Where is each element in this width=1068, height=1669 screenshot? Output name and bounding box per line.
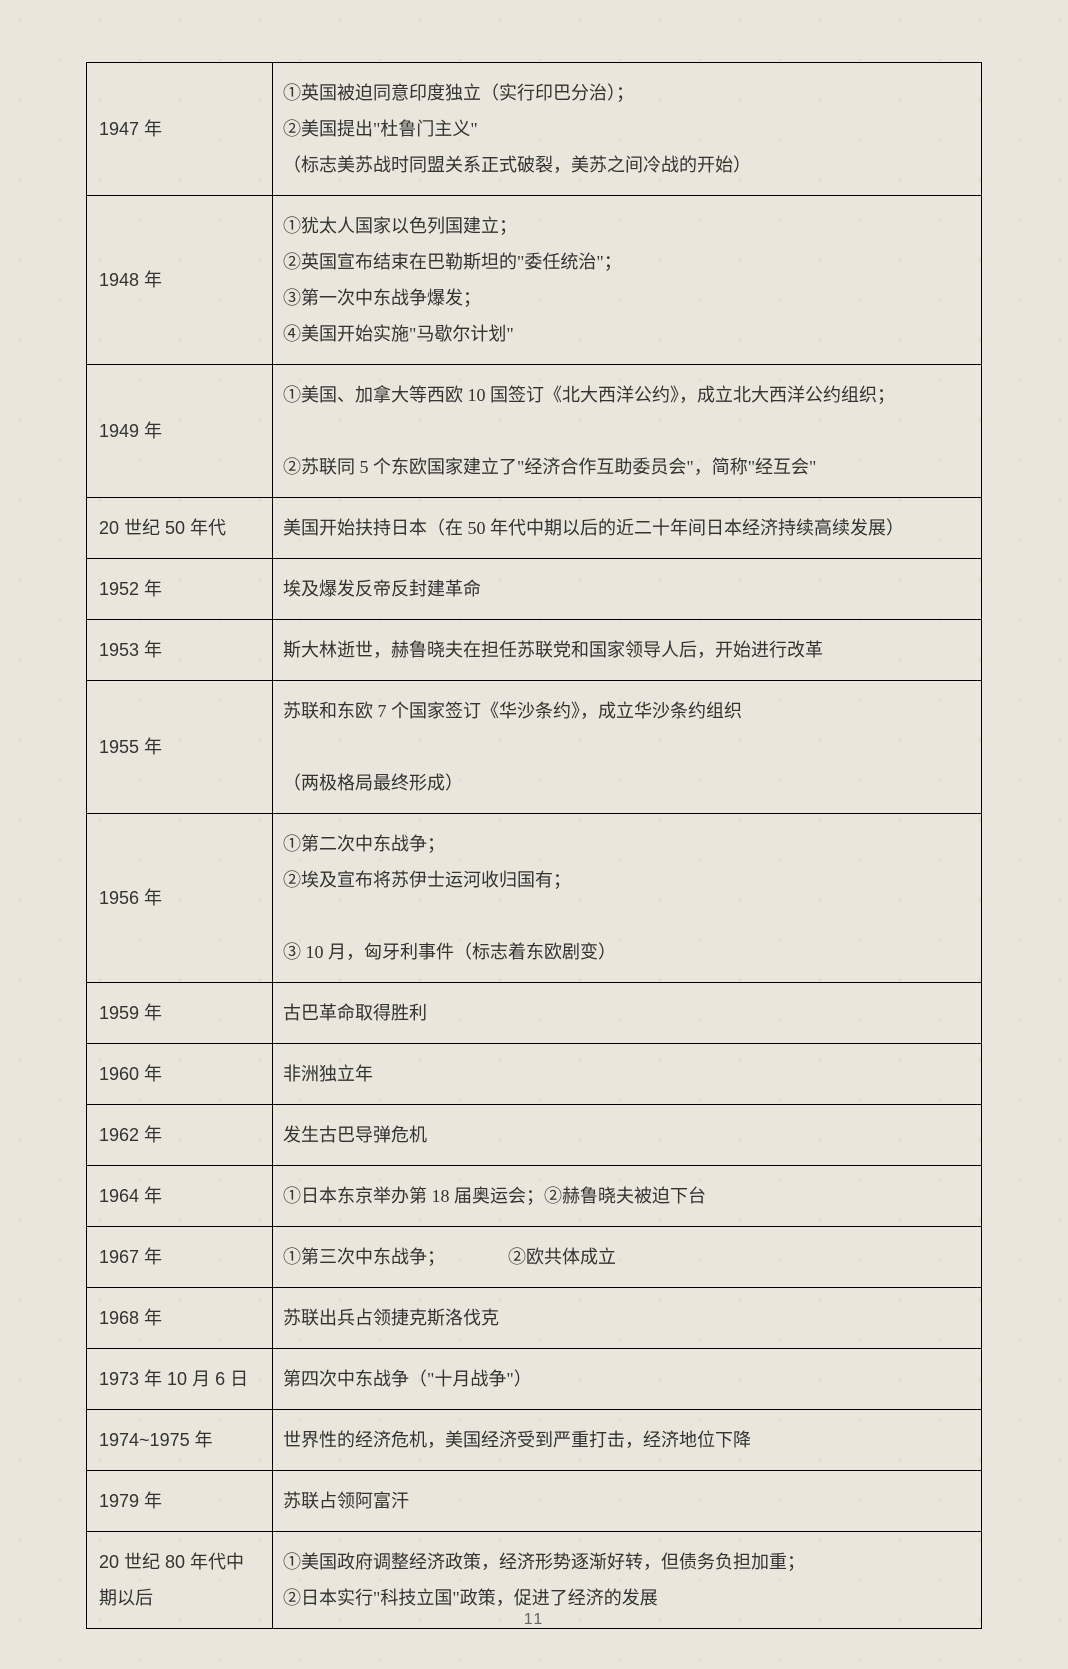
event-cell: 苏联出兵占领捷克斯洛伐克 [273, 1288, 982, 1349]
event-cell: 美国开始扶持日本（在 50 年代中期以后的近二十年间日本经济持续高续发展） [273, 498, 982, 559]
table-row: 1948 年①犹太人国家以色列国建立；②英国宣布结束在巴勒斯坦的"委任统治"；③… [87, 196, 982, 365]
table-row: 1947 年①英国被迫同意印度独立（实行印巴分治）；②美国提出"杜鲁门主义"（标… [87, 63, 982, 196]
event-cell: 斯大林逝世，赫鲁晓夫在担任苏联党和国家领导人后，开始进行改革 [273, 620, 982, 681]
year-cell: 1948 年 [87, 196, 273, 365]
event-cell: 埃及爆发反帝反封建革命 [273, 559, 982, 620]
year-cell: 1956 年 [87, 814, 273, 983]
year-cell: 1962 年 [87, 1105, 273, 1166]
event-cell: 发生古巴导弹危机 [273, 1105, 982, 1166]
event-cell: ①第二次中东战争；②埃及宣布将苏伊士运河收归国有； ③ 10 月，匈牙利事件（标… [273, 814, 982, 983]
event-cell: 非洲独立年 [273, 1044, 982, 1105]
table-row: 1967 年①第三次中东战争； ②欧共体成立 [87, 1227, 982, 1288]
table-row: 1973 年 10 月 6 日第四次中东战争（"十月战争"） [87, 1349, 982, 1410]
year-cell: 1960 年 [87, 1044, 273, 1105]
year-cell: 1974~1975 年 [87, 1410, 273, 1471]
table-row: 1968 年苏联出兵占领捷克斯洛伐克 [87, 1288, 982, 1349]
table-row: 1953 年斯大林逝世，赫鲁晓夫在担任苏联党和国家领导人后，开始进行改革 [87, 620, 982, 681]
table-row: 1960 年非洲独立年 [87, 1044, 982, 1105]
year-cell: 1964 年 [87, 1166, 273, 1227]
event-cell: ①犹太人国家以色列国建立；②英国宣布结束在巴勒斯坦的"委任统治"；③第一次中东战… [273, 196, 982, 365]
event-cell: 第四次中东战争（"十月战争"） [273, 1349, 982, 1410]
table-row: 1964 年①日本东京举办第 18 届奥运会；②赫鲁晓夫被迫下台 [87, 1166, 982, 1227]
event-cell: 古巴革命取得胜利 [273, 983, 982, 1044]
event-cell: ①日本东京举办第 18 届奥运会；②赫鲁晓夫被迫下台 [273, 1166, 982, 1227]
history-timeline-table: 1947 年①英国被迫同意印度独立（实行印巴分治）；②美国提出"杜鲁门主义"（标… [86, 62, 982, 1629]
table-row: 1979 年苏联占领阿富汗 [87, 1471, 982, 1532]
event-cell: ①英国被迫同意印度独立（实行印巴分治）；②美国提出"杜鲁门主义"（标志美苏战时同… [273, 63, 982, 196]
table-row: 1959 年古巴革命取得胜利 [87, 983, 982, 1044]
year-cell: 1979 年 [87, 1471, 273, 1532]
year-cell: 1947 年 [87, 63, 273, 196]
table-row: 20 世纪 50 年代美国开始扶持日本（在 50 年代中期以后的近二十年间日本经… [87, 498, 982, 559]
year-cell: 1973 年 10 月 6 日 [87, 1349, 273, 1410]
year-cell: 1952 年 [87, 559, 273, 620]
year-cell: 1953 年 [87, 620, 273, 681]
year-cell: 20 世纪 50 年代 [87, 498, 273, 559]
table-body: 1947 年①英国被迫同意印度独立（实行印巴分治）；②美国提出"杜鲁门主义"（标… [87, 63, 982, 1629]
event-cell: ①第三次中东战争； ②欧共体成立 [273, 1227, 982, 1288]
year-cell: 1967 年 [87, 1227, 273, 1288]
table-row: 1955 年苏联和东欧 7 个国家签订《华沙条约》，成立华沙条约组织 （两极格局… [87, 681, 982, 814]
table-row: 1956 年①第二次中东战争；②埃及宣布将苏伊士运河收归国有； ③ 10 月，匈… [87, 814, 982, 983]
table-row: 1962 年发生古巴导弹危机 [87, 1105, 982, 1166]
page-number: 11 [0, 1611, 1068, 1629]
table-row: 1952 年埃及爆发反帝反封建革命 [87, 559, 982, 620]
year-cell: 1968 年 [87, 1288, 273, 1349]
event-cell: 世界性的经济危机，美国经济受到严重打击，经济地位下降 [273, 1410, 982, 1471]
event-cell: ①美国、加拿大等西欧 10 国签订《北大西洋公约》，成立北大西洋公约组织； ②苏… [273, 365, 982, 498]
year-cell: 1959 年 [87, 983, 273, 1044]
table-row: 1974~1975 年世界性的经济危机，美国经济受到严重打击，经济地位下降 [87, 1410, 982, 1471]
year-cell: 1955 年 [87, 681, 273, 814]
table-row: 1949 年①美国、加拿大等西欧 10 国签订《北大西洋公约》，成立北大西洋公约… [87, 365, 982, 498]
event-cell: 苏联占领阿富汗 [273, 1471, 982, 1532]
event-cell: 苏联和东欧 7 个国家签订《华沙条约》，成立华沙条约组织 （两极格局最终形成） [273, 681, 982, 814]
year-cell: 1949 年 [87, 365, 273, 498]
